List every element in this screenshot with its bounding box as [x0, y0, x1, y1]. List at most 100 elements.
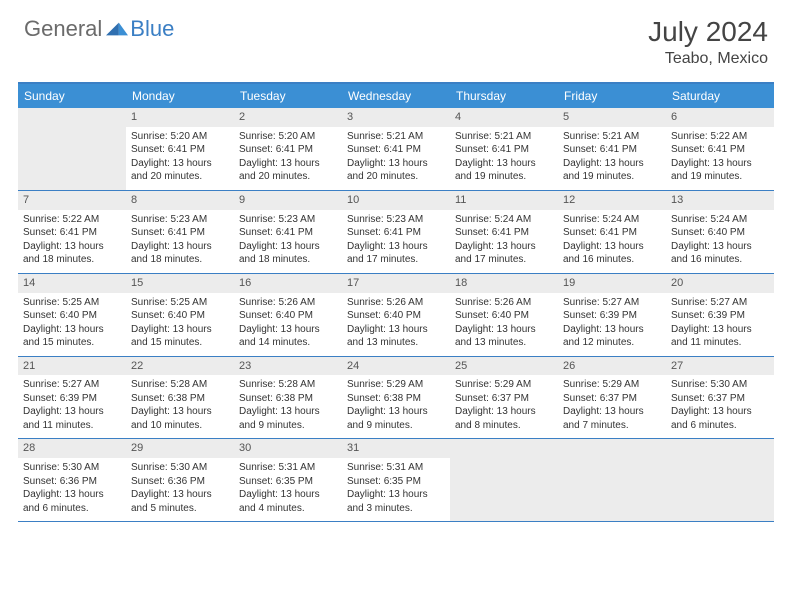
day-number: 2 — [234, 108, 342, 127]
daylight-line-1: Daylight: 13 hours — [131, 405, 229, 419]
daylight-line-2: and 15 minutes. — [23, 336, 121, 350]
calendar-cell: 22Sunrise: 5:28 AMSunset: 6:38 PMDayligh… — [126, 357, 234, 439]
calendar-cell: 20Sunrise: 5:27 AMSunset: 6:39 PMDayligh… — [666, 274, 774, 356]
daylight-line-2: and 13 minutes. — [347, 336, 445, 350]
sunrise-line: Sunrise: 5:24 AM — [563, 213, 661, 227]
sunset-line: Sunset: 6:41 PM — [131, 143, 229, 157]
daylight-line-2: and 3 minutes. — [347, 502, 445, 516]
calendar-cell: 11Sunrise: 5:24 AMSunset: 6:41 PMDayligh… — [450, 191, 558, 273]
sunrise-line: Sunrise: 5:29 AM — [347, 378, 445, 392]
calendar-cell: 31Sunrise: 5:31 AMSunset: 6:35 PMDayligh… — [342, 439, 450, 521]
daylight-line-2: and 10 minutes. — [131, 419, 229, 433]
calendar-cell-empty — [558, 439, 666, 521]
sunset-line: Sunset: 6:41 PM — [455, 143, 553, 157]
location-label: Teabo, Mexico — [648, 50, 768, 68]
sunrise-line: Sunrise: 5:22 AM — [23, 213, 121, 227]
day-header: Wednesday — [342, 84, 450, 108]
day-number: 3 — [342, 108, 450, 127]
day-header: Saturday — [666, 84, 774, 108]
calendar-cell: 15Sunrise: 5:25 AMSunset: 6:40 PMDayligh… — [126, 274, 234, 356]
sunrise-line: Sunrise: 5:24 AM — [455, 213, 553, 227]
sunrise-line: Sunrise: 5:28 AM — [131, 378, 229, 392]
daylight-line-1: Daylight: 13 hours — [455, 405, 553, 419]
daylight-line-2: and 19 minutes. — [563, 170, 661, 184]
day-number: 25 — [450, 357, 558, 376]
daylight-line-1: Daylight: 13 hours — [131, 240, 229, 254]
day-number: 10 — [342, 191, 450, 210]
month-title: July 2024 — [648, 16, 768, 48]
day-number: 5 — [558, 108, 666, 127]
sunset-line: Sunset: 6:41 PM — [239, 226, 337, 240]
day-number: 18 — [450, 274, 558, 293]
sunset-line: Sunset: 6:36 PM — [23, 475, 121, 489]
calendar-cell: 4Sunrise: 5:21 AMSunset: 6:41 PMDaylight… — [450, 108, 558, 190]
logo-triangle-icon — [106, 20, 128, 38]
calendar-cell: 30Sunrise: 5:31 AMSunset: 6:35 PMDayligh… — [234, 439, 342, 521]
calendar-cell: 2Sunrise: 5:20 AMSunset: 6:41 PMDaylight… — [234, 108, 342, 190]
calendar-cell: 10Sunrise: 5:23 AMSunset: 6:41 PMDayligh… — [342, 191, 450, 273]
daylight-line-1: Daylight: 13 hours — [23, 323, 121, 337]
daylight-line-2: and 19 minutes. — [671, 170, 769, 184]
sunrise-line: Sunrise: 5:25 AM — [131, 296, 229, 310]
week-row: 1Sunrise: 5:20 AMSunset: 6:41 PMDaylight… — [18, 108, 774, 191]
sunrise-line: Sunrise: 5:31 AM — [239, 461, 337, 475]
daylight-line-1: Daylight: 13 hours — [347, 323, 445, 337]
calendar-cell: 19Sunrise: 5:27 AMSunset: 6:39 PMDayligh… — [558, 274, 666, 356]
sunset-line: Sunset: 6:37 PM — [563, 392, 661, 406]
day-header: Friday — [558, 84, 666, 108]
daylight-line-1: Daylight: 13 hours — [239, 488, 337, 502]
day-number: 23 — [234, 357, 342, 376]
daylight-line-2: and 7 minutes. — [563, 419, 661, 433]
calendar-cell: 24Sunrise: 5:29 AMSunset: 6:38 PMDayligh… — [342, 357, 450, 439]
sunrise-line: Sunrise: 5:21 AM — [347, 130, 445, 144]
daylight-line-1: Daylight: 13 hours — [347, 240, 445, 254]
daylight-line-1: Daylight: 13 hours — [563, 240, 661, 254]
day-number: 24 — [342, 357, 450, 376]
header: General Blue July 2024 Teabo, Mexico — [0, 0, 792, 76]
daylight-line-1: Daylight: 13 hours — [563, 157, 661, 171]
daylight-line-1: Daylight: 13 hours — [455, 157, 553, 171]
sunrise-line: Sunrise: 5:23 AM — [131, 213, 229, 227]
daylight-line-2: and 12 minutes. — [563, 336, 661, 350]
daylight-line-2: and 19 minutes. — [455, 170, 553, 184]
day-number: 9 — [234, 191, 342, 210]
week-row: 21Sunrise: 5:27 AMSunset: 6:39 PMDayligh… — [18, 357, 774, 440]
sunset-line: Sunset: 6:41 PM — [347, 143, 445, 157]
sunset-line: Sunset: 6:39 PM — [563, 309, 661, 323]
sunrise-line: Sunrise: 5:27 AM — [563, 296, 661, 310]
daylight-line-2: and 17 minutes. — [347, 253, 445, 267]
daylight-line-1: Daylight: 13 hours — [671, 240, 769, 254]
day-number: 12 — [558, 191, 666, 210]
calendar-cell: 9Sunrise: 5:23 AMSunset: 6:41 PMDaylight… — [234, 191, 342, 273]
sunset-line: Sunset: 6:40 PM — [671, 226, 769, 240]
day-number: 6 — [666, 108, 774, 127]
daylight-line-2: and 14 minutes. — [239, 336, 337, 350]
daylight-line-1: Daylight: 13 hours — [23, 240, 121, 254]
calendar-cell: 23Sunrise: 5:28 AMSunset: 6:38 PMDayligh… — [234, 357, 342, 439]
calendar-cell: 28Sunrise: 5:30 AMSunset: 6:36 PMDayligh… — [18, 439, 126, 521]
calendar-cell: 25Sunrise: 5:29 AMSunset: 6:37 PMDayligh… — [450, 357, 558, 439]
sunset-line: Sunset: 6:36 PM — [131, 475, 229, 489]
calendar-cell: 7Sunrise: 5:22 AMSunset: 6:41 PMDaylight… — [18, 191, 126, 273]
calendar: SundayMondayTuesdayWednesdayThursdayFrid… — [18, 82, 774, 522]
calendar-cell: 6Sunrise: 5:22 AMSunset: 6:41 PMDaylight… — [666, 108, 774, 190]
day-number: 21 — [18, 357, 126, 376]
calendar-cell: 17Sunrise: 5:26 AMSunset: 6:40 PMDayligh… — [342, 274, 450, 356]
daylight-line-2: and 9 minutes. — [239, 419, 337, 433]
sunset-line: Sunset: 6:38 PM — [239, 392, 337, 406]
sunrise-line: Sunrise: 5:29 AM — [563, 378, 661, 392]
calendar-cell-empty — [666, 439, 774, 521]
daylight-line-1: Daylight: 13 hours — [23, 405, 121, 419]
daylight-line-2: and 18 minutes. — [131, 253, 229, 267]
daylight-line-2: and 16 minutes. — [563, 253, 661, 267]
sunrise-line: Sunrise: 5:26 AM — [455, 296, 553, 310]
sunrise-line: Sunrise: 5:30 AM — [671, 378, 769, 392]
daylight-line-2: and 20 minutes. — [239, 170, 337, 184]
calendar-cell-empty — [450, 439, 558, 521]
sunset-line: Sunset: 6:35 PM — [347, 475, 445, 489]
calendar-cell: 14Sunrise: 5:25 AMSunset: 6:40 PMDayligh… — [18, 274, 126, 356]
sunset-line: Sunset: 6:41 PM — [131, 226, 229, 240]
sunrise-line: Sunrise: 5:28 AM — [239, 378, 337, 392]
sunrise-line: Sunrise: 5:20 AM — [131, 130, 229, 144]
daylight-line-1: Daylight: 13 hours — [347, 405, 445, 419]
